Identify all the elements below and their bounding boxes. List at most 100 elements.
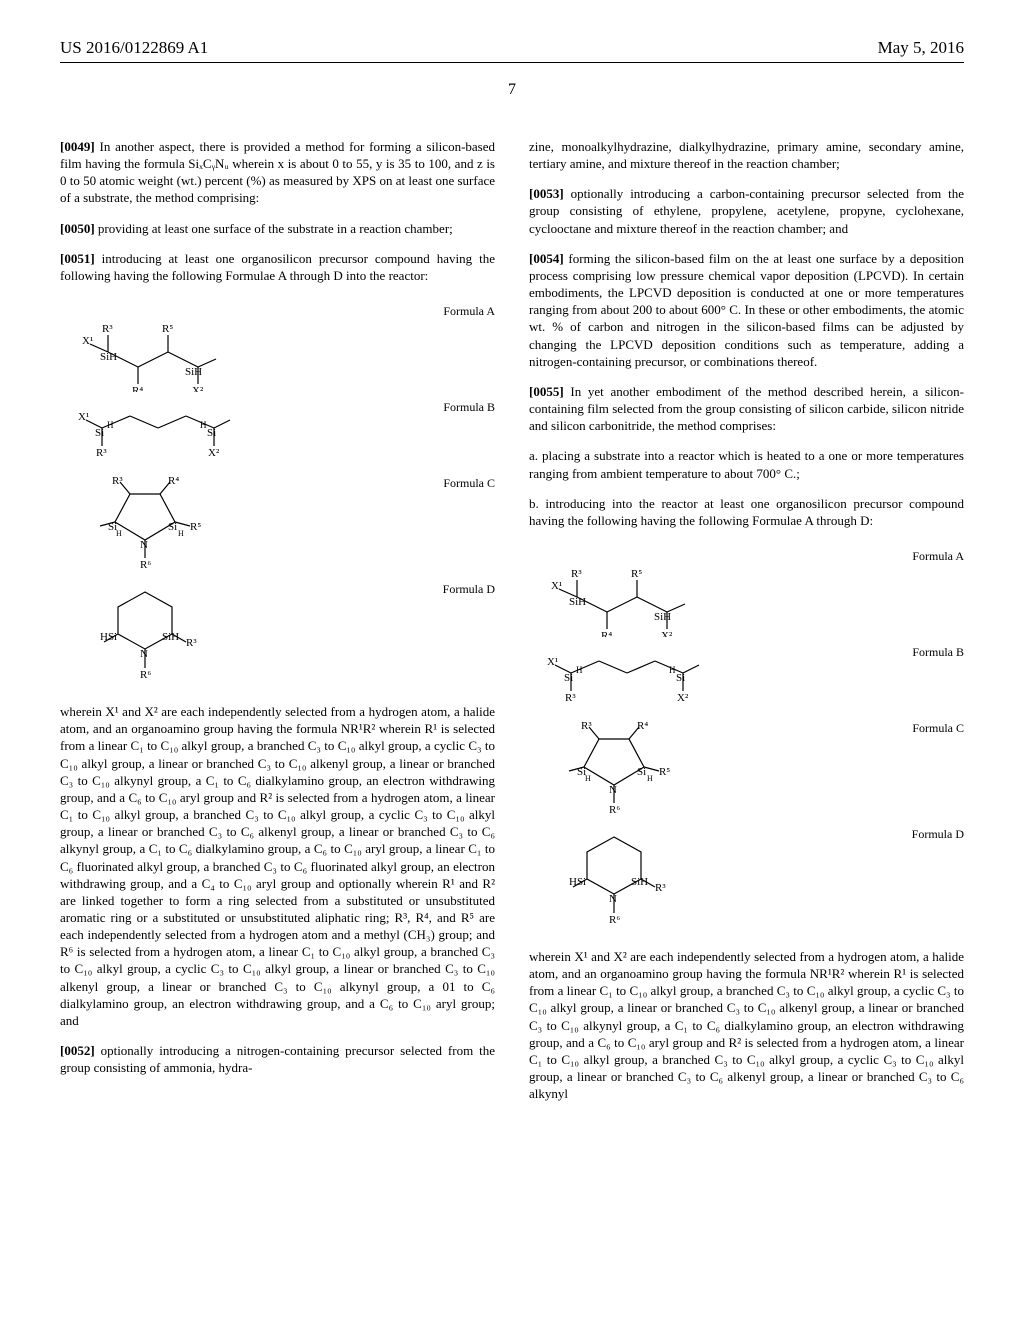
formula-c-label: Formula C	[443, 474, 495, 492]
step-b: b. introducing into the reactor at least…	[529, 495, 964, 529]
svg-text:H: H	[107, 420, 114, 430]
formulae-block-right: X¹ SiH SiH R³ R⁵ R⁴ X² Formula A	[529, 547, 964, 930]
formula-b-row: X¹ Si H Si H R³ X² Formula B	[60, 398, 495, 468]
formula-a-structure: X¹ SiH SiH R³ R⁵ R⁴ X²	[60, 302, 260, 392]
header-row: US 2016/0122869 A1 May 5, 2016	[60, 38, 964, 58]
svg-text:X¹: X¹	[82, 335, 93, 347]
svg-text:R⁶: R⁶	[609, 804, 620, 816]
svg-text:X²: X²	[208, 447, 220, 459]
svg-text:X²: X²	[192, 385, 204, 392]
para-text-0055: In yet another embodiment of the method …	[529, 384, 964, 433]
para-num-0049: [0049]	[60, 139, 95, 154]
formula-b-label-r: Formula B	[912, 643, 964, 661]
formula-a-label: Formula A	[443, 302, 495, 320]
svg-text:N: N	[140, 648, 148, 660]
para-text-0053: optionally introducing a carbon-containi…	[529, 186, 964, 235]
svg-text:R³: R³	[186, 637, 197, 649]
svg-text:SiH: SiH	[100, 351, 117, 363]
svg-text:X¹: X¹	[78, 411, 89, 423]
svg-text:H: H	[576, 665, 583, 675]
formula-c-row: R³ R⁴ Si H Si H N R⁵ R⁶ Formula C	[60, 474, 495, 574]
svg-text:H: H	[647, 774, 653, 783]
para-0055: [0055] In yet another embodiment of the …	[529, 383, 964, 434]
para-text-0050: providing at least one surface of the su…	[95, 221, 453, 236]
svg-text:X¹: X¹	[547, 656, 558, 668]
formula-a-label-r: Formula A	[912, 547, 964, 565]
para-num-0050: [0050]	[60, 221, 95, 236]
svg-text:X¹: X¹	[551, 580, 562, 592]
svg-text:N: N	[140, 539, 148, 551]
svg-text:R⁵: R⁵	[659, 766, 670, 778]
step-a: a. placing a substrate into a reactor wh…	[529, 447, 964, 481]
svg-text:HSi: HSi	[100, 631, 117, 643]
left-column: [0049] In another aspect, there is provi…	[60, 125, 495, 1115]
svg-text:R³: R³	[565, 692, 576, 704]
svg-text:H: H	[200, 420, 207, 430]
svg-text:R⁴: R⁴	[601, 630, 612, 637]
para-num-0054: [0054]	[529, 251, 564, 266]
formula-b-label: Formula B	[443, 398, 495, 416]
svg-text:SiH: SiH	[569, 596, 586, 608]
wherein-right: wherein X¹ and X² are each independently…	[529, 948, 964, 1102]
formula-d-label: Formula D	[443, 580, 495, 598]
svg-text:H: H	[116, 529, 122, 538]
formula-d-structure-r: HSi SiH N R³ R⁶	[529, 825, 729, 930]
formula-d-structure: HSi SiH N R³ R⁶	[60, 580, 260, 685]
svg-text:Si: Si	[676, 672, 685, 684]
svg-text:Si: Si	[95, 427, 104, 439]
svg-text:R³: R³	[96, 447, 107, 459]
para-num-0052: [0052]	[60, 1043, 95, 1058]
para-0053: [0053] optionally introducing a carbon-c…	[529, 185, 964, 236]
formula-a-row-r: X¹ SiH SiH R³ R⁵ R⁴ X² Formula A	[529, 547, 964, 637]
svg-text:Si: Si	[168, 521, 177, 533]
para-text-0049: In another aspect, there is provided a m…	[60, 139, 495, 205]
formula-d-row-r: HSi SiH N R³ R⁶ Formula D	[529, 825, 964, 930]
svg-text:H: H	[669, 665, 676, 675]
svg-text:X²: X²	[677, 692, 689, 704]
svg-text:R⁶: R⁶	[140, 669, 151, 681]
formula-c-structure-r: R³ R⁴ Si H Si H N R⁵ R⁶	[529, 719, 729, 819]
formula-b-structure: X¹ Si H Si H R³ X²	[60, 398, 260, 468]
formula-c-label-r: Formula C	[912, 719, 964, 737]
formulae-block-left: X¹ SiH SiH R³ R⁵ R⁴ X² Formula A	[60, 302, 495, 685]
svg-text:SiH: SiH	[162, 631, 179, 643]
publication-number: US 2016/0122869 A1	[60, 38, 208, 58]
para-text-0052: optionally introducing a nitrogen-contai…	[60, 1043, 495, 1075]
para-0054: [0054] forming the silicon-based film on…	[529, 250, 964, 370]
svg-text:R⁴: R⁴	[637, 720, 648, 732]
svg-text:X²: X²	[661, 630, 673, 637]
formula-d-label-r: Formula D	[912, 825, 964, 843]
header-rule	[60, 62, 964, 63]
formula-b-structure-r: X¹ Si H Si H R³ X²	[529, 643, 729, 713]
para-0049: [0049] In another aspect, there is provi…	[60, 138, 495, 207]
para-num-0053: [0053]	[529, 186, 564, 201]
wherein-left: wherein X¹ and X² are each independently…	[60, 703, 495, 1029]
svg-text:R⁴: R⁴	[132, 385, 143, 392]
formula-a-structure-r: X¹ SiH SiH R³ R⁵ R⁴ X²	[529, 547, 729, 637]
svg-text:H: H	[178, 529, 184, 538]
svg-text:Si: Si	[564, 672, 573, 684]
para-0051: [0051] introducing at least one organosi…	[60, 250, 495, 284]
formula-b-row-r: X¹ Si H Si H R³ X² Formula B	[529, 643, 964, 713]
para-0052: [0052] optionally introducing a nitrogen…	[60, 1042, 495, 1076]
svg-text:R³: R³	[655, 882, 666, 894]
svg-text:R⁶: R⁶	[609, 914, 620, 926]
svg-text:SiH: SiH	[631, 876, 648, 888]
svg-text:R³: R³	[581, 720, 592, 732]
svg-text:R³: R³	[112, 475, 123, 487]
para-text-0051: introducing at least one organosilicon p…	[60, 251, 495, 283]
svg-text:SiH: SiH	[654, 611, 671, 623]
formula-c-structure: R³ R⁴ Si H Si H N R⁵ R⁶	[60, 474, 260, 574]
svg-text:R⁴: R⁴	[168, 475, 179, 487]
para-0050: [0050] providing at least one surface of…	[60, 220, 495, 237]
formula-c-row-r: R³ R⁴ Si H Si H N R⁵ R⁶ Formula C	[529, 719, 964, 819]
para-num-0055: [0055]	[529, 384, 564, 399]
svg-text:R³: R³	[102, 323, 113, 335]
svg-text:R⁵: R⁵	[631, 568, 642, 580]
svg-text:N: N	[609, 784, 617, 796]
svg-text:R⁶: R⁶	[140, 559, 151, 571]
formula-a-row: X¹ SiH SiH R³ R⁵ R⁴ X² Formula A	[60, 302, 495, 392]
svg-text:R⁵: R⁵	[190, 521, 201, 533]
publication-date: May 5, 2016	[878, 38, 964, 58]
para-text-0054: forming the silicon-based film on the at…	[529, 251, 964, 369]
